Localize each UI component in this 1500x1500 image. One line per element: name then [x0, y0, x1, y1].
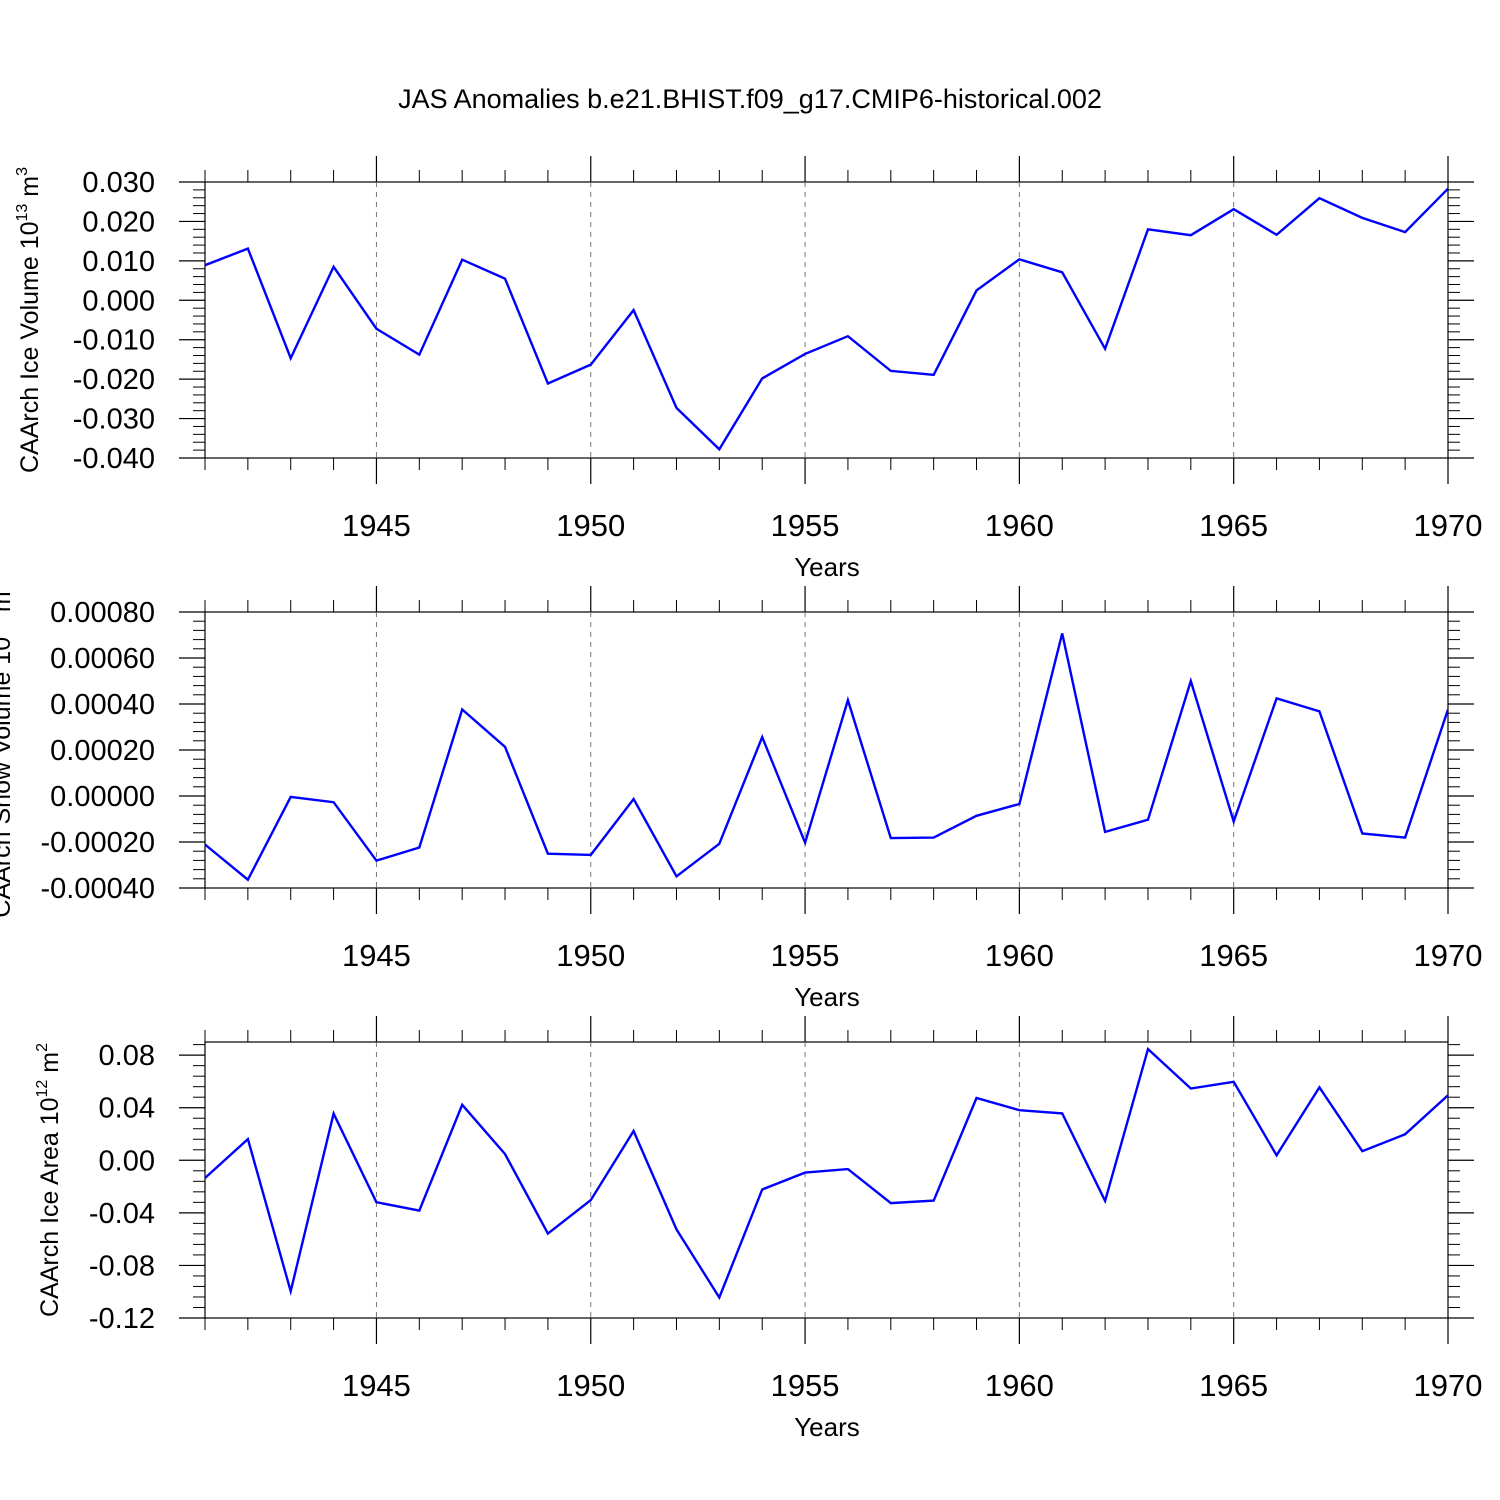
- series-line: [205, 1046, 1448, 1301]
- panels: 1945 1950 1955 1960 1965 1970 0.030 0.020 0.010 0…: [0, 156, 1482, 1442]
- y-axis-label-unit: m: [0, 591, 16, 619]
- y-tick-label: 0.04: [99, 1093, 155, 1125]
- plot-frame: [204, 181, 1449, 459]
- plot-frame: [204, 611, 1449, 889]
- y-tick-label: 0.00: [99, 1145, 155, 1177]
- x-tick-label: 1950: [556, 1368, 625, 1403]
- y-tick-label: 0.08: [99, 1040, 155, 1072]
- x-axis-label: Years: [794, 1412, 860, 1442]
- y-tick-label: 0.00040: [50, 689, 155, 721]
- y-tick-label: -0.00020: [41, 827, 156, 859]
- plot-frame: [204, 1041, 1449, 1319]
- figure-title: JAS Anomalies b.e21.BHIST.f09_g17.CMIP6-…: [398, 84, 1102, 114]
- y-tick-label: 0.010: [82, 246, 155, 278]
- chart-panel-2: 1945 1950 1955 1960 1965 1970 0.00080 0.00060 0.…: [0, 582, 1482, 1012]
- x-tick-label: 1950: [556, 508, 625, 543]
- y-tick-label: -0.12: [89, 1303, 155, 1335]
- x-tick-label: 1950: [556, 938, 625, 973]
- x-tick-label: 1955: [771, 938, 840, 973]
- x-tick-label: 1945: [342, 938, 411, 973]
- y-axis-label: CAArch Ice Area 1012 m2: [34, 1043, 64, 1317]
- x-tick-label: 1955: [771, 508, 840, 543]
- y-tick-label: 0.000: [82, 285, 155, 317]
- x-tick-label: 1945: [342, 1368, 411, 1403]
- x-tick-label: 1970: [1414, 938, 1483, 973]
- chart-panel-1: 1945 1950 1955 1960 1965 1970 0.030 0.020 0.010 0…: [14, 156, 1482, 582]
- y-axis-label: CAArch Snow Volume 1013 m3: [0, 582, 16, 917]
- series-line: [205, 187, 1448, 452]
- y-tick-label: 0.00080: [50, 597, 155, 629]
- y-axis-label-unit: m: [16, 176, 44, 204]
- x-axis-label: Years: [794, 552, 860, 582]
- x-tick-label: 1965: [1199, 1368, 1268, 1403]
- y-axis-label: CAArch Ice Volume 1013 m3: [14, 167, 44, 473]
- y-tick-label: -0.040: [73, 443, 155, 475]
- x-tick-label: 1965: [1199, 508, 1268, 543]
- series-line: [205, 633, 1448, 882]
- x-tick-label: 1960: [985, 938, 1054, 973]
- x-tick-label: 1965: [1199, 938, 1268, 973]
- x-tick-label: 1970: [1414, 1368, 1483, 1403]
- y-axis-label-text: CAArch Ice Volume 10: [16, 221, 44, 473]
- y-tick-label: -0.030: [73, 404, 155, 436]
- y-axis-label-exp: 13: [14, 204, 31, 222]
- y-tick-label: -0.020: [73, 364, 155, 396]
- y-axis-label-exp: 12: [34, 1080, 51, 1098]
- y-tick-label: 0.00000: [50, 781, 155, 813]
- y-tick-label: -0.08: [89, 1250, 155, 1282]
- x-tick-label: 1960: [985, 1368, 1054, 1403]
- x-tick-label: 1970: [1414, 508, 1483, 543]
- y-tick-label: 0.020: [82, 206, 155, 238]
- y-tick-label: 0.030: [82, 167, 155, 199]
- y-tick-label: -0.00040: [41, 873, 156, 905]
- y-axis-label-text: CAArch Snow Volume 10: [0, 637, 16, 918]
- x-tick-label: 1960: [985, 508, 1054, 543]
- y-axis-label-exp: 13: [0, 619, 3, 637]
- y-axis-label-text: CAArch Ice Area 10: [36, 1097, 64, 1317]
- y-axis-label-unit-exp: 2: [34, 1043, 51, 1052]
- y-tick-label: 0.00060: [50, 643, 155, 675]
- x-axis-label: Years: [794, 982, 860, 1012]
- y-axis-label-unit-exp: 3: [0, 582, 3, 591]
- y-tick-label: 0.00020: [50, 735, 155, 767]
- chart-panel-3: 1945 1950 1955 1960 1965 1970 0.08 0.04 0.00 -0.0…: [34, 1016, 1482, 1442]
- y-axis-label-unit-exp: 3: [14, 167, 31, 176]
- y-axis-label-unit: m: [36, 1052, 64, 1080]
- y-tick-label: -0.010: [73, 325, 155, 357]
- y-tick-label: -0.04: [89, 1198, 155, 1230]
- x-tick-label: 1955: [771, 1368, 840, 1403]
- x-tick-label: 1945: [342, 508, 411, 543]
